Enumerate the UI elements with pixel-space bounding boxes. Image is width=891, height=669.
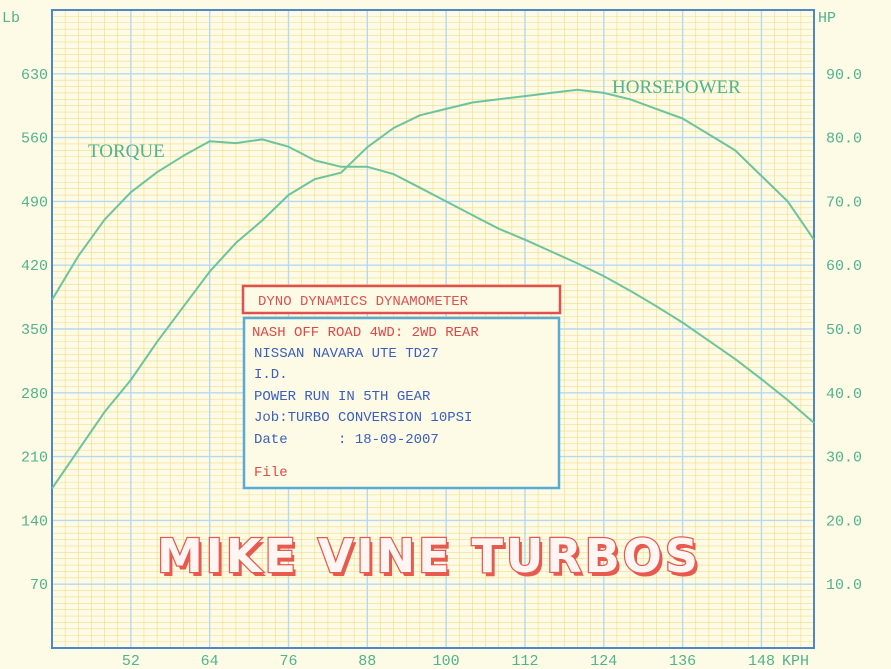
right-axis-ticks: 10.0 20.0 30.0 40.0 50.0 60.0 70.0 80.0 90.0: [826, 67, 862, 594]
info-title-box: [241, 284, 562, 315]
y-left-tick-label: 630: [21, 67, 48, 84]
x-axis-unit: KPH: [782, 653, 809, 669]
x-tick-label: 136: [669, 653, 696, 669]
y-left-tick-label: 280: [21, 386, 48, 403]
curves: [51, 88, 815, 490]
y-left-tick-label: 420: [21, 258, 48, 275]
y-right-tick-label: 10.0: [826, 577, 862, 594]
x-tick-label: 52: [122, 653, 140, 669]
left-axis-unit: Lb: [2, 10, 20, 27]
x-tick-label: 64: [201, 653, 219, 669]
horsepower-curve: [51, 88, 815, 490]
y-right-tick-label: 70.0: [826, 194, 862, 211]
info-line-id: I.D.: [254, 367, 288, 383]
x-tick-label: 148: [748, 653, 775, 669]
info-line-owner: NASH OFF ROAD 4WD: 2WD REAR: [252, 325, 479, 341]
y-left-tick-label: 350: [21, 322, 48, 339]
x-axis-ticks: 52 64 76 88 100 112 124 136 148: [122, 653, 775, 669]
right-axis-unit: HP: [818, 10, 836, 27]
x-tick-label: 100: [433, 653, 460, 669]
y-right-tick-label: 60.0: [826, 258, 862, 275]
info-line-date: Date : 18-09-2007: [254, 432, 439, 448]
info-line-job: Job:TURBO CONVERSION 10PSI: [254, 410, 472, 426]
x-tick-label: 76: [279, 653, 297, 669]
y-left-tick-label: 490: [21, 194, 48, 211]
y-right-tick-label: 20.0: [826, 513, 862, 530]
y-right-tick-label: 80.0: [826, 131, 862, 148]
x-tick-label: 124: [590, 653, 617, 669]
info-line-file: File: [254, 465, 288, 481]
plot-frame: [51, 9, 815, 649]
y-right-tick-label: 50.0: [826, 322, 862, 339]
y-right-tick-label: 40.0: [826, 386, 862, 403]
horsepower-label: HORSEPOWER: [612, 77, 741, 98]
y-left-tick-label: 560: [21, 131, 48, 148]
x-tick-label: 88: [358, 653, 376, 669]
info-line-vehicle: NISSAN NAVARA UTE TD27: [254, 346, 439, 362]
brand-logo: MIKE VINE TURBOS: [160, 533, 704, 587]
y-right-tick-label: 30.0: [826, 450, 862, 467]
info-body-box: [242, 316, 561, 490]
y-left-tick-label: 210: [21, 450, 48, 467]
info-panel: DYNO DYNAMICS DYNAMOMETER NASH OFF ROAD …: [241, 284, 562, 490]
left-axis-ticks: 70 140 210 280 350 420 490 560 630: [21, 67, 48, 594]
y-left-tick-label: 140: [21, 513, 48, 530]
x-tick-label: 112: [511, 653, 538, 669]
torque-curve: [51, 138, 815, 424]
brand-logo-front: MIKE VINE TURBOS: [157, 529, 701, 583]
y-left-tick-label: 70: [30, 577, 48, 594]
y-right-tick-label: 90.0: [826, 67, 862, 84]
info-title: DYNO DYNAMICS DYNAMOMETER: [258, 294, 469, 310]
info-line-run: POWER RUN IN 5TH GEAR: [254, 389, 431, 405]
torque-label: TORQUE: [88, 141, 165, 162]
